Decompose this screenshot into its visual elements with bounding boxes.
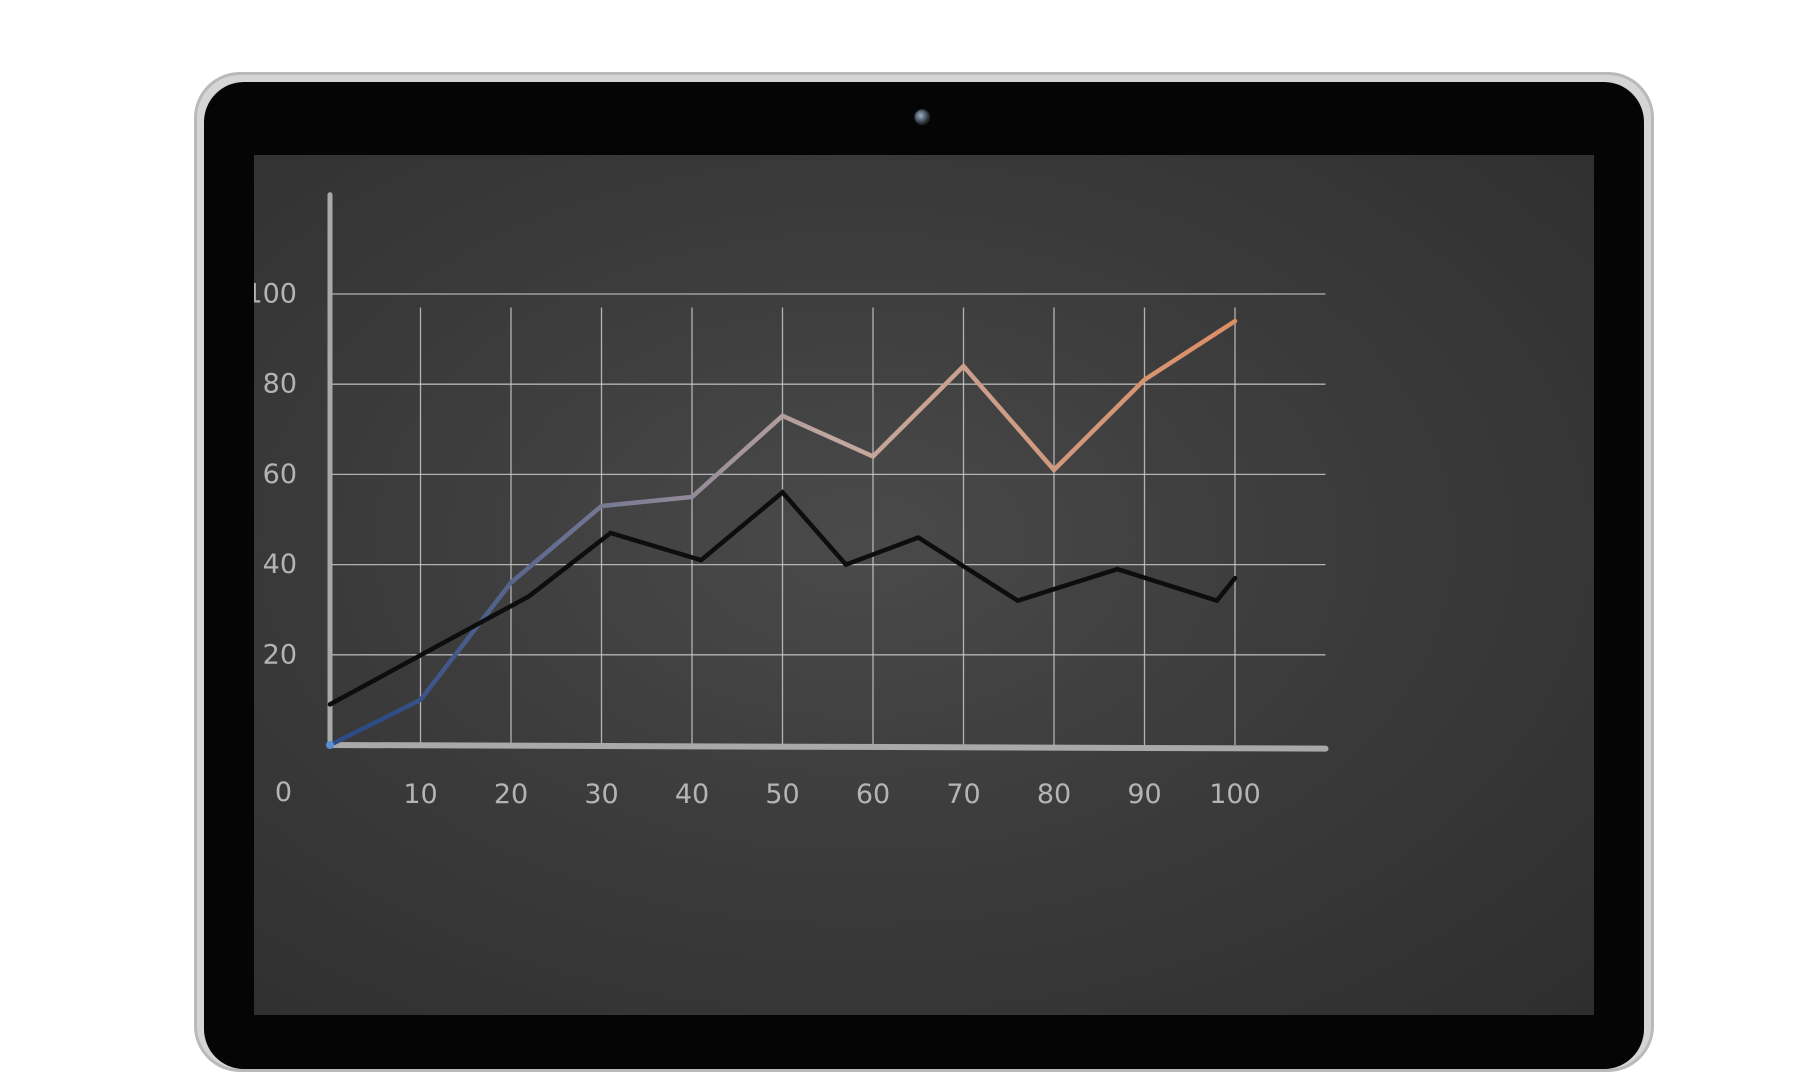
origin-label: 0	[275, 777, 292, 808]
y-tick-label: 60	[263, 459, 297, 490]
x-tick-label: 90	[1127, 779, 1161, 810]
x-tick-label: 70	[946, 779, 980, 810]
webcam-icon	[915, 110, 929, 124]
x-tick-label: 50	[765, 779, 799, 810]
x-tick-label: 10	[403, 779, 437, 810]
grid	[330, 293, 1326, 745]
x-tick-label: 100	[1209, 779, 1261, 810]
line-chart: 20 40 60 80 100 10 20 30 40 50 60 70 80 90 100 0	[254, 192, 1329, 811]
y-tick-label: 80	[263, 369, 297, 400]
stage: 20 40 60 80 100 10 20 30 40 50 60 70 80 90 100 0	[194, 72, 1654, 1072]
y-tick-label: 20	[263, 639, 297, 670]
x-axis	[327, 742, 1329, 752]
x-tick-label: 20	[494, 779, 528, 810]
laptop-screen: 20 40 60 80 100 10 20 30 40 50 60 70 80 90 100 0	[254, 155, 1594, 1015]
series-1-start-point	[326, 741, 334, 749]
series-lines	[326, 318, 1238, 749]
series-line-2	[327, 489, 1238, 707]
x-tick-label: 80	[1037, 779, 1071, 810]
x-tick-label: 30	[584, 779, 618, 810]
x-tick-label: 40	[675, 779, 709, 810]
axes	[327, 192, 1329, 752]
tick-labels: 20 40 60 80 100 10 20 30 40 50 60 70 80 90 100 0	[254, 279, 1261, 811]
y-tick-label: 100	[254, 279, 297, 310]
x-tick-label: 60	[856, 779, 890, 810]
y-tick-label: 40	[263, 549, 297, 580]
